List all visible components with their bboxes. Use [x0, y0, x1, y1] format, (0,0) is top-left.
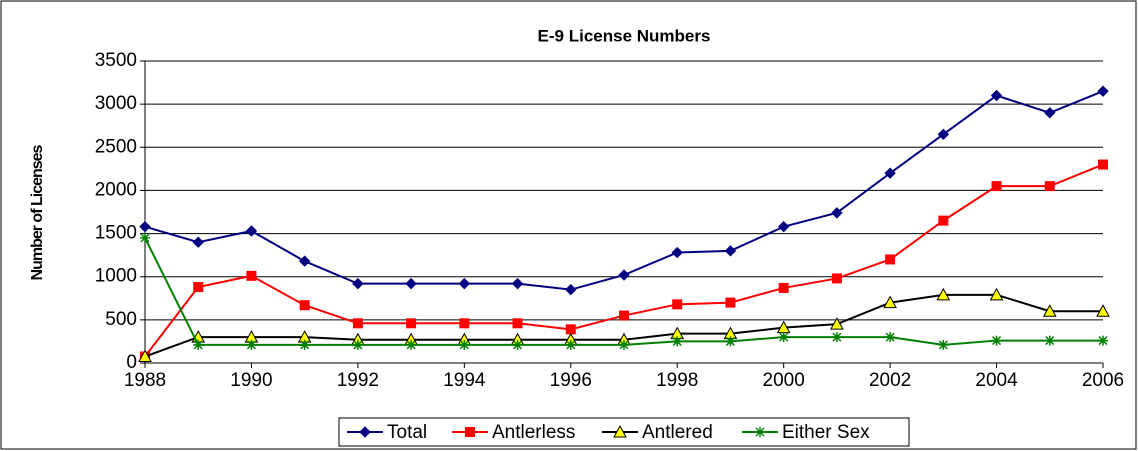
legend-label: Either Sex [782, 422, 870, 443]
marker [139, 220, 151, 233]
marker [138, 349, 152, 363]
marker [459, 339, 470, 350]
marker [777, 220, 790, 233]
marker [512, 318, 523, 329]
marker [352, 277, 364, 290]
x-tick-label: 1998 [656, 370, 698, 391]
marker [884, 167, 896, 179]
marker [672, 299, 683, 310]
x-tick-label: 1996 [550, 370, 592, 391]
legend-entry: Either Sex [742, 422, 870, 443]
marker [299, 300, 310, 311]
marker [512, 339, 523, 350]
legend-entry: Total [347, 422, 427, 443]
marker [458, 277, 471, 290]
marker [885, 332, 896, 343]
marker [1098, 159, 1108, 170]
marker [192, 236, 204, 248]
marker [725, 297, 736, 308]
y-tick-label: 3000 [95, 93, 137, 114]
legend-label: Antlered [642, 422, 713, 443]
marker [989, 287, 1004, 301]
marker [245, 225, 258, 237]
chart-title: E-9 License Numbers [538, 26, 711, 45]
marker [1044, 181, 1055, 192]
marker [246, 270, 257, 281]
legend-marker [613, 424, 627, 438]
x-tick-label: 2000 [763, 370, 805, 391]
legend-label: Total [387, 422, 427, 443]
marker [1098, 335, 1108, 346]
legend-label: Antlerless [492, 422, 575, 443]
x-tick-label: 1988 [124, 370, 166, 391]
y-tick-label: 2000 [95, 179, 137, 200]
y-tick-label: 500 [105, 309, 137, 330]
legend-marker [465, 427, 475, 437]
marker [193, 282, 204, 293]
marker [565, 339, 576, 350]
marker [831, 332, 842, 343]
x-tick-label: 2004 [975, 370, 1018, 391]
marker [193, 339, 204, 350]
marker [298, 255, 311, 267]
marker [405, 277, 417, 290]
marker [1096, 304, 1110, 317]
marker [140, 232, 150, 243]
y-tick-label: 3500 [95, 50, 137, 71]
y-tick-label: 0 [126, 352, 137, 373]
marker [725, 336, 736, 347]
legend-marker [359, 426, 371, 438]
marker [936, 287, 951, 301]
marker [883, 295, 897, 309]
marker [885, 254, 896, 265]
y-tick-label: 1000 [95, 266, 137, 287]
marker [352, 339, 363, 350]
x-tick-label: 2002 [869, 370, 911, 391]
marker [246, 339, 257, 350]
y-axis-label: Number of Licenses [29, 144, 46, 280]
marker [511, 277, 524, 290]
marker [724, 245, 737, 257]
marker [991, 335, 1002, 346]
marker [671, 246, 683, 259]
marker [565, 283, 577, 296]
marker [619, 310, 629, 321]
marker [991, 181, 1002, 192]
marker [299, 339, 310, 350]
marker [459, 318, 470, 329]
marker [830, 317, 844, 330]
marker [672, 336, 683, 347]
marker [618, 269, 630, 281]
marker [406, 318, 417, 329]
marker [937, 128, 950, 141]
marker [831, 273, 842, 284]
x-tick-label: 1994 [443, 370, 486, 391]
x-tick-label: 2006 [1082, 370, 1124, 391]
x-tick-label: 1990 [230, 370, 272, 391]
marker [938, 215, 949, 226]
marker [990, 89, 1003, 102]
marker [406, 339, 417, 350]
y-tick-label: 1500 [95, 223, 137, 244]
legend-entry: Antlered [602, 422, 713, 443]
marker [1044, 335, 1055, 346]
marker [1044, 107, 1056, 119]
marker [938, 339, 949, 350]
legend-marker [755, 427, 765, 437]
x-tick-label: 1992 [337, 370, 379, 391]
y-tick-label: 2500 [95, 136, 137, 157]
marker [778, 332, 789, 343]
marker [619, 339, 629, 350]
legend-entry: Antlerless [452, 422, 575, 443]
marker [831, 207, 843, 219]
marker [778, 282, 789, 293]
marker [565, 324, 576, 335]
marker [352, 318, 363, 329]
marker [1097, 85, 1109, 97]
marker [1042, 304, 1057, 317]
